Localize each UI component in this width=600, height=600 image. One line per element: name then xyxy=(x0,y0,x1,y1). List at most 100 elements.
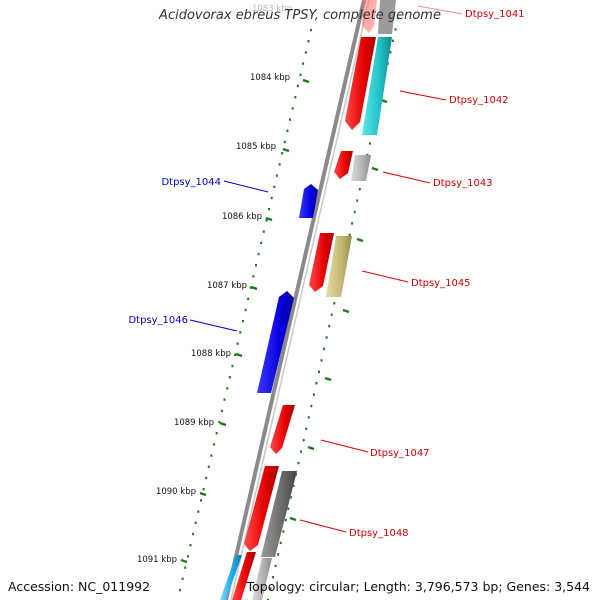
scale-dot xyxy=(274,564,277,567)
kbp-label: 1090 kbp xyxy=(156,487,196,497)
gene-arrow-dtpsy-1048[interactable] xyxy=(244,466,279,551)
kbp-label: 1086 kbp xyxy=(222,212,262,222)
kbp-label: 1091 kbp xyxy=(137,555,177,565)
cds-block-bottom-lightblue xyxy=(220,555,242,600)
scale-dot xyxy=(268,208,271,211)
scale-dot xyxy=(310,28,312,32)
scale-dot xyxy=(289,496,292,499)
scale-dot xyxy=(279,541,282,545)
gene-features xyxy=(220,0,396,600)
genome-title: Acidovorax ebreus TPSY, complete genome xyxy=(159,8,441,23)
scale-dot xyxy=(296,84,299,88)
genome-backbone xyxy=(224,0,370,600)
scale-dot xyxy=(323,347,326,351)
kbp-label: 1084 kbp xyxy=(250,73,290,83)
kbp-tick-mark xyxy=(265,216,273,222)
scale-dot xyxy=(202,488,205,491)
scale-dot xyxy=(283,140,286,144)
scale-dot xyxy=(397,16,399,20)
scale-dot xyxy=(278,163,281,166)
scale-dot xyxy=(179,588,181,592)
scale-dot xyxy=(305,427,308,430)
scale-dot xyxy=(231,364,234,368)
scale-dot xyxy=(272,576,275,579)
scale-dot xyxy=(287,507,290,510)
scale-dot xyxy=(277,553,280,556)
scale-dot xyxy=(273,185,276,188)
kbp-label: 1088 kbp xyxy=(191,349,231,359)
cds-block-dtpsy-1042[interactable] xyxy=(362,37,392,135)
scale-dot xyxy=(228,376,231,379)
gene-label-dtpsy-1042[interactable]: Dtpsy_1042 xyxy=(449,95,509,106)
scale-dot xyxy=(307,416,310,419)
scale-dot xyxy=(292,484,295,488)
gene-label-dtpsy-1044[interactable]: Dtpsy_1044 xyxy=(161,177,221,188)
scale-dot xyxy=(294,96,297,99)
scale-dot xyxy=(241,320,244,323)
scale-dot xyxy=(247,297,250,300)
scale-dot xyxy=(200,499,202,502)
scale-dot xyxy=(234,353,236,356)
gene-label-dtpsy-1043[interactable]: Dtpsy_1043 xyxy=(433,178,493,189)
scale-dot xyxy=(281,152,284,155)
scale-dot xyxy=(291,107,294,110)
scale-dot xyxy=(189,544,192,547)
scale-dots-inner xyxy=(179,28,312,592)
kbp-label: 1083 kbp xyxy=(252,4,292,14)
kbp-tick-mark xyxy=(302,78,310,84)
scale-dot xyxy=(223,398,226,401)
scale-dot xyxy=(262,230,265,233)
gene-arrow-dtpsy-1044[interactable] xyxy=(299,184,318,218)
scale-dot xyxy=(269,587,272,590)
kbp-tick-mark xyxy=(219,421,227,427)
gene-arrow-dtpsy-1046[interactable] xyxy=(257,291,294,393)
gene-arrow-dtpsy-1045[interactable] xyxy=(309,233,334,292)
label-leaders xyxy=(189,5,463,533)
scale-dot xyxy=(289,118,291,121)
scale-dot xyxy=(328,324,331,328)
scale-dot xyxy=(299,73,302,76)
scale-dot xyxy=(325,336,328,339)
topology-label: Topology: circular; Length: 3,796,573 bp… xyxy=(246,579,590,594)
scale-dot xyxy=(358,188,361,191)
scale-dot xyxy=(220,409,223,412)
gene-arrow-dtpsy-1042[interactable] xyxy=(345,37,376,130)
scale-dot xyxy=(282,530,285,533)
scale-dot xyxy=(315,382,318,385)
scale-dot xyxy=(205,476,208,480)
scale-dot xyxy=(389,51,392,54)
scale-dot xyxy=(320,359,323,362)
cds-block-dtpsy-1048[interactable] xyxy=(261,471,297,557)
scale-dot xyxy=(318,370,320,373)
scale-dot xyxy=(255,264,257,267)
kbp-label: 1087 kbp xyxy=(207,281,247,291)
scale-dot xyxy=(284,518,287,522)
cds-block-dtpsy-1041[interactable] xyxy=(378,0,396,34)
gene-label-dtpsy-1041[interactable]: Dtpsy_1041 xyxy=(465,9,525,20)
gene-label-dtpsy-1047[interactable]: Dtpsy_1047 xyxy=(370,448,430,459)
kbp-tick-mark xyxy=(199,491,207,497)
scale-dot xyxy=(356,199,359,202)
cds-block-dtpsy-1043[interactable] xyxy=(351,155,371,181)
scale-dot xyxy=(265,219,268,222)
kbp-tick-mark xyxy=(180,558,188,564)
gene-label-dtpsy-1046[interactable]: Dtpsy_1046 xyxy=(128,315,188,326)
scale-dot xyxy=(302,439,305,442)
gene-label-dtpsy-1048[interactable]: Dtpsy_1048 xyxy=(349,528,409,539)
gene-arrow-dtpsy-1041[interactable] xyxy=(362,0,377,33)
scale-dot xyxy=(244,308,247,312)
scale-dot xyxy=(213,443,216,446)
scale-dot xyxy=(330,313,333,316)
gene-arrow-dtpsy-1047[interactable] xyxy=(270,405,295,454)
scale-dot xyxy=(312,393,315,396)
cds-block-bottom-gray xyxy=(252,558,272,600)
scale-dot xyxy=(310,404,313,408)
scale-dot xyxy=(286,129,289,132)
kbp-label: 1089 kbp xyxy=(174,418,214,428)
gene-label-dtpsy-1045[interactable]: Dtpsy_1045 xyxy=(411,278,471,289)
scale-dot xyxy=(184,566,187,569)
cds-block-dtpsy-1045[interactable] xyxy=(326,236,352,297)
scale-dot xyxy=(252,275,255,278)
gene-arrow-dtpsy-1043[interactable] xyxy=(334,151,353,179)
scale-dot xyxy=(215,432,218,435)
